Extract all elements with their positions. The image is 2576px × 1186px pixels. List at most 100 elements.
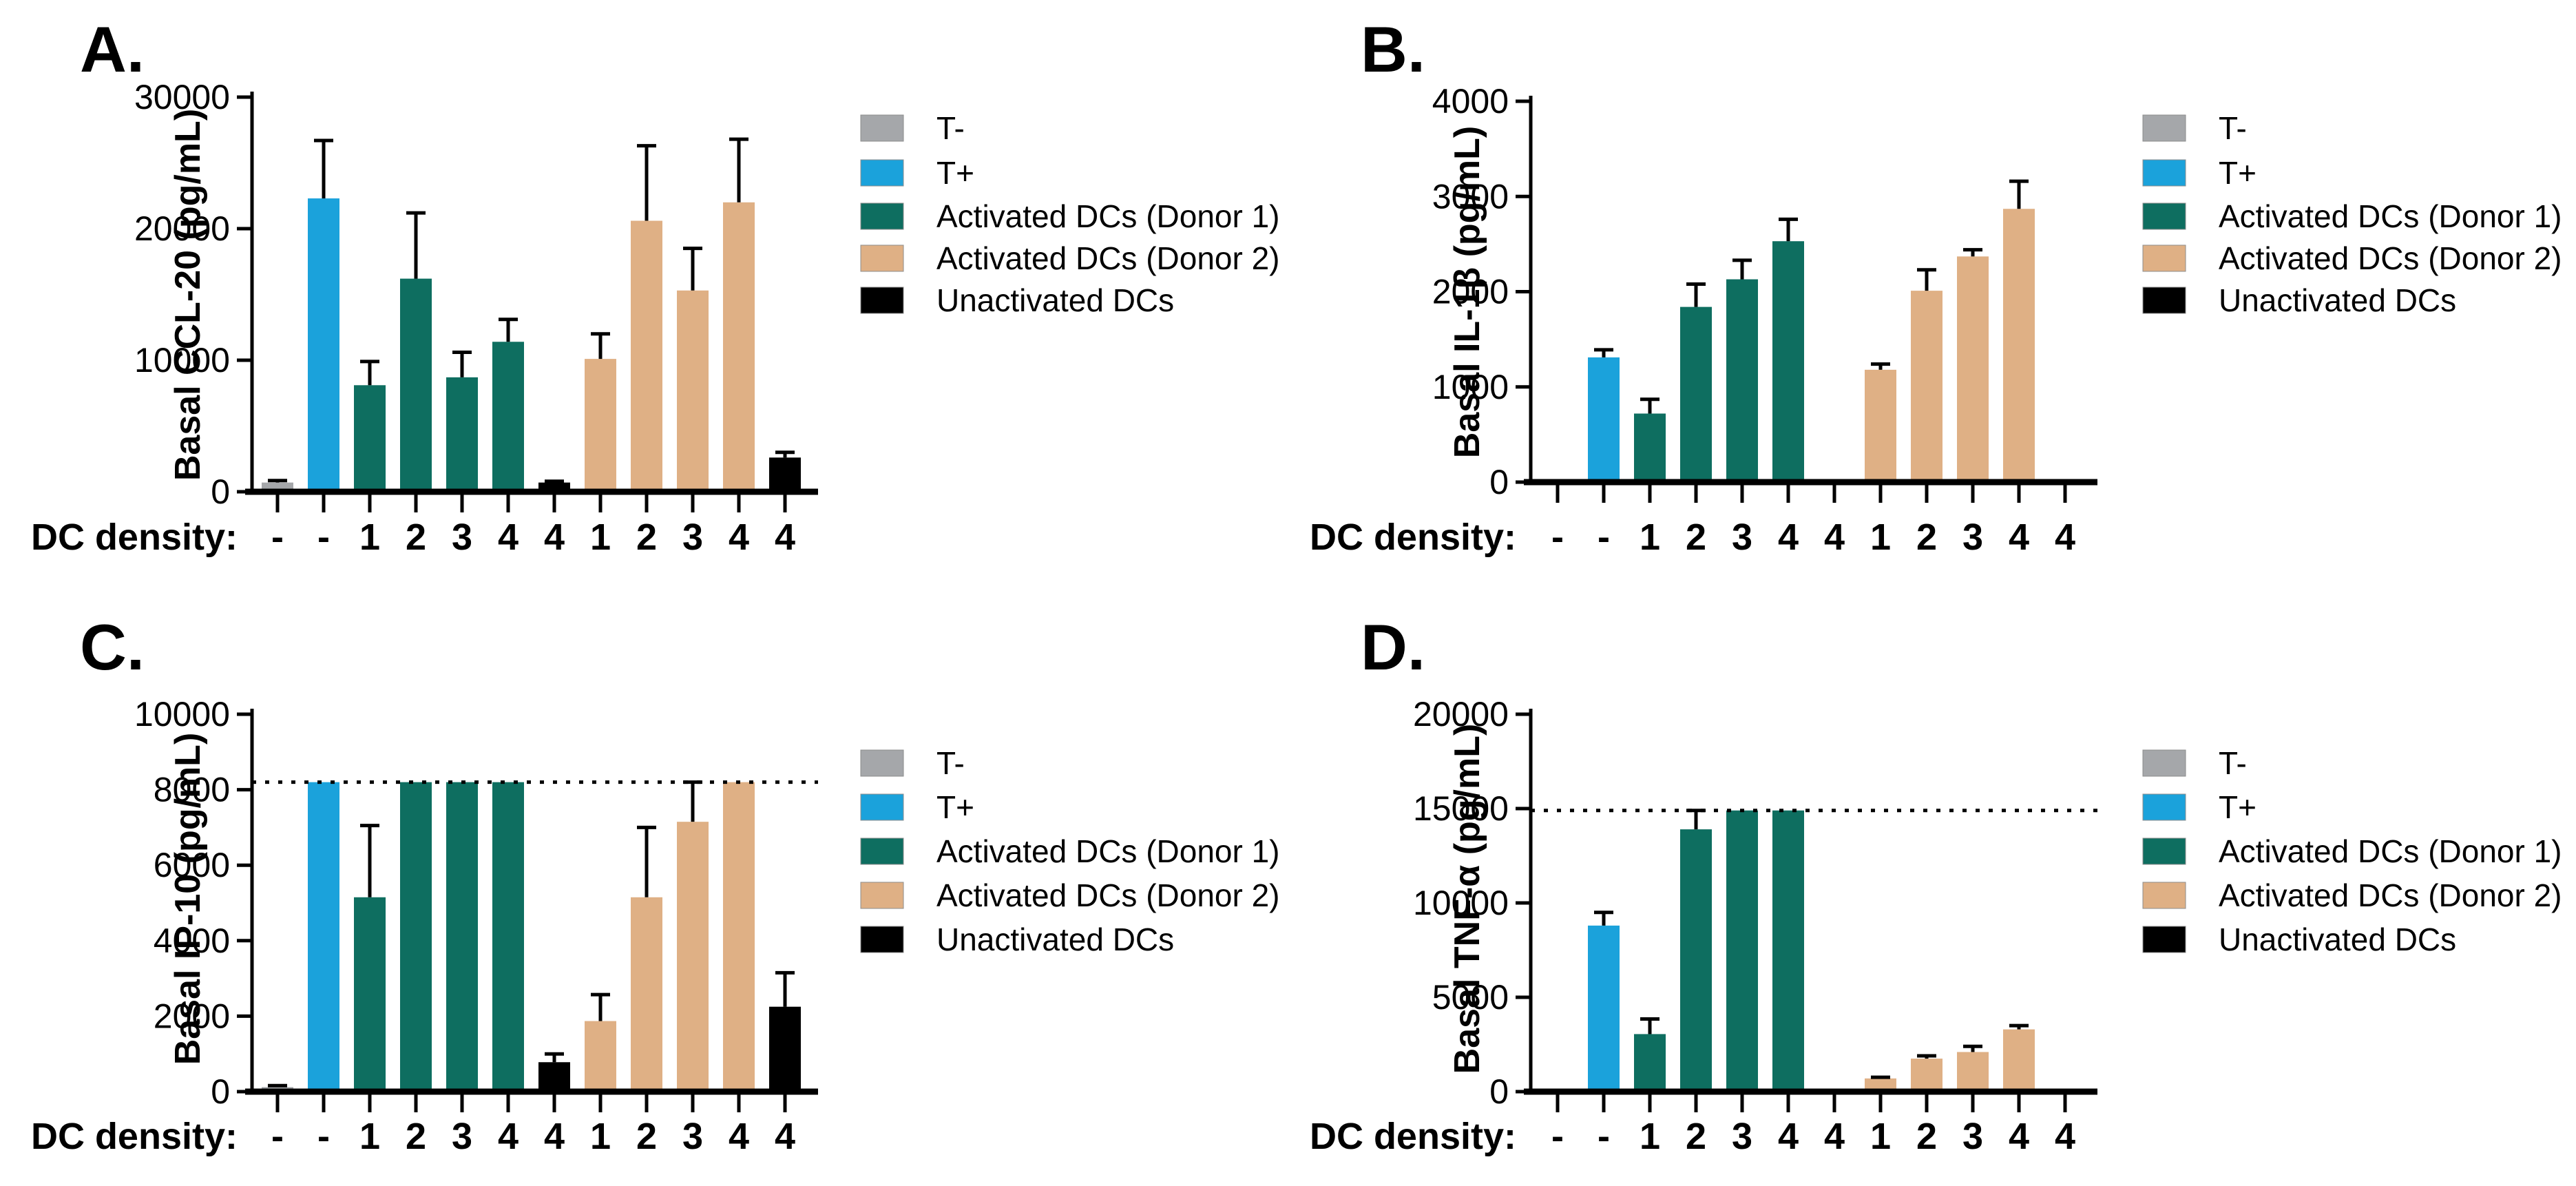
dc-density-value: 3 — [452, 1116, 472, 1157]
legend-swatch-D2 — [860, 882, 904, 909]
y-tick-label: 0 — [1489, 1072, 1509, 1111]
legend-swatch-T+ — [860, 793, 904, 821]
y-tick-label: 20000 — [134, 209, 230, 248]
bar-D1-1 — [1634, 413, 1666, 482]
y-tick-label: 2000 — [154, 997, 230, 1035]
legend-swatch-D2 — [2142, 882, 2186, 909]
legend-label-T+: T+ — [936, 155, 974, 191]
bar-D1-1 — [354, 385, 386, 492]
legend-label-T-: T- — [2219, 110, 2247, 146]
bar-D2-3 — [677, 822, 709, 1092]
bar-D1-3 — [1726, 810, 1758, 1092]
legend-swatch-T+ — [860, 159, 904, 187]
legend-swatch-T- — [2142, 114, 2186, 142]
bar-D2-4 — [2003, 209, 2035, 482]
y-tick-label: 10000 — [134, 341, 230, 379]
dc-density-value: - — [1598, 1116, 1610, 1157]
legend-swatch-T+ — [2142, 159, 2186, 187]
dc-density-value: 4 — [2009, 1116, 2029, 1157]
legend-swatch-D1 — [2142, 202, 2186, 230]
legend-label-T-: T- — [936, 110, 965, 146]
bar-D1-4 — [492, 342, 524, 492]
y-tick-label: 5000 — [1432, 978, 1509, 1017]
bar-D2-3 — [1957, 1052, 1989, 1092]
dc-density-value: - — [317, 1116, 330, 1157]
y-axis-title: Basal TNF-α (pg/mL) — [1447, 724, 1487, 1074]
bar-D1-1 — [1634, 1034, 1666, 1092]
dc-density-value: 4 — [775, 517, 795, 558]
dc-density-value: 2 — [406, 1116, 426, 1157]
dc-density-value: 1 — [1870, 517, 1891, 558]
dc-density-value: 4 — [775, 1116, 795, 1157]
y-tick-label: 30000 — [134, 78, 230, 116]
dc-density-value: 4 — [544, 1116, 565, 1157]
y-tick-label: 15000 — [1413, 789, 1509, 828]
dc-density-value: 3 — [1962, 1116, 1983, 1157]
dc-density-value: 4 — [1778, 1116, 1799, 1157]
bar-D1-2 — [1680, 306, 1712, 482]
bar-D2-1 — [585, 359, 616, 492]
bar-D2-3 — [677, 290, 709, 492]
bar-D2-1 — [1865, 1078, 1896, 1092]
y-tick-label: 4000 — [1432, 82, 1509, 121]
dc-density-value: 4 — [498, 517, 519, 558]
dc-density-value: - — [1551, 1116, 1564, 1157]
dc-density-value: 2 — [636, 1116, 657, 1157]
panel-letter: B. — [1361, 13, 1425, 85]
bar-D1-2 — [400, 278, 432, 492]
legend-swatch-UN — [2142, 287, 2186, 314]
dc-density-value: 2 — [1686, 517, 1706, 558]
bar-D1-4 — [1772, 810, 1804, 1092]
dc-density-value: 3 — [1962, 517, 1983, 558]
dc-density-value: 1 — [359, 1116, 380, 1157]
dc-density-value: 4 — [1824, 517, 1845, 558]
legend-swatch-D2 — [2142, 245, 2186, 272]
y-axis-title: Basal IP-10 (pg/mL) — [168, 733, 208, 1065]
y-tick-label: 10000 — [134, 695, 230, 734]
bar-D2-2 — [631, 220, 662, 492]
y-tick-label: 8000 — [154, 771, 230, 809]
dc-density-value: 4 — [729, 517, 749, 558]
dc-density-value: 2 — [636, 517, 657, 558]
y-tick-label: 0 — [211, 1072, 230, 1111]
dc-density-value: 2 — [1916, 1116, 1937, 1157]
legend-label-T+: T+ — [2219, 155, 2256, 191]
legend-swatch-D1 — [860, 202, 904, 230]
legend-swatch-T- — [2142, 749, 2186, 777]
bar-D2-4 — [2003, 1029, 2035, 1092]
bar-D2-2 — [631, 897, 662, 1092]
bar-D1-4 — [492, 782, 524, 1092]
bar-D1-3 — [1726, 279, 1758, 482]
legend-label-D2: Activated DCs (Donor 2) — [936, 877, 1280, 913]
dc-density-value: 3 — [682, 1116, 703, 1157]
bar-D2-4 — [723, 202, 755, 492]
bar-UN-4 — [769, 457, 801, 492]
legend-swatch-D1 — [2142, 838, 2186, 865]
legend-label-D1: Activated DCs (Donor 1) — [936, 198, 1280, 234]
legend-label-T+: T+ — [936, 789, 974, 825]
dc-density-value: - — [271, 1116, 284, 1157]
legend-label-D1: Activated DCs (Donor 1) — [936, 833, 1280, 869]
bar-D1-1 — [354, 897, 386, 1092]
dc-density-value: 2 — [1686, 1116, 1706, 1157]
legend-label-UN: Unactivated DCs — [2219, 282, 2456, 318]
dc-density-value: - — [317, 517, 330, 558]
bar-D2-2 — [1911, 1059, 1943, 1092]
bar-D2-2 — [1911, 291, 1943, 482]
bar-D1-2 — [400, 782, 432, 1092]
y-tick-label: 3000 — [1432, 177, 1509, 216]
legend-swatch-T- — [860, 749, 904, 777]
dc-density-value: 1 — [590, 517, 611, 558]
bar-D1-3 — [446, 782, 478, 1092]
dc-density-value: 4 — [2055, 517, 2075, 558]
legend-label-T+: T+ — [2219, 789, 2256, 825]
legend-swatch-UN — [860, 287, 904, 314]
panel-letter: C. — [80, 611, 145, 683]
bar-D1-4 — [1772, 241, 1804, 482]
legend-label-T-: T- — [936, 745, 965, 781]
dc-density-label: DC density: — [1310, 1116, 1516, 1157]
dc-density-value: 3 — [682, 517, 703, 558]
legend-swatch-UN — [860, 926, 904, 953]
y-tick-label: 0 — [211, 472, 230, 511]
dc-density-value: 1 — [590, 1116, 611, 1157]
